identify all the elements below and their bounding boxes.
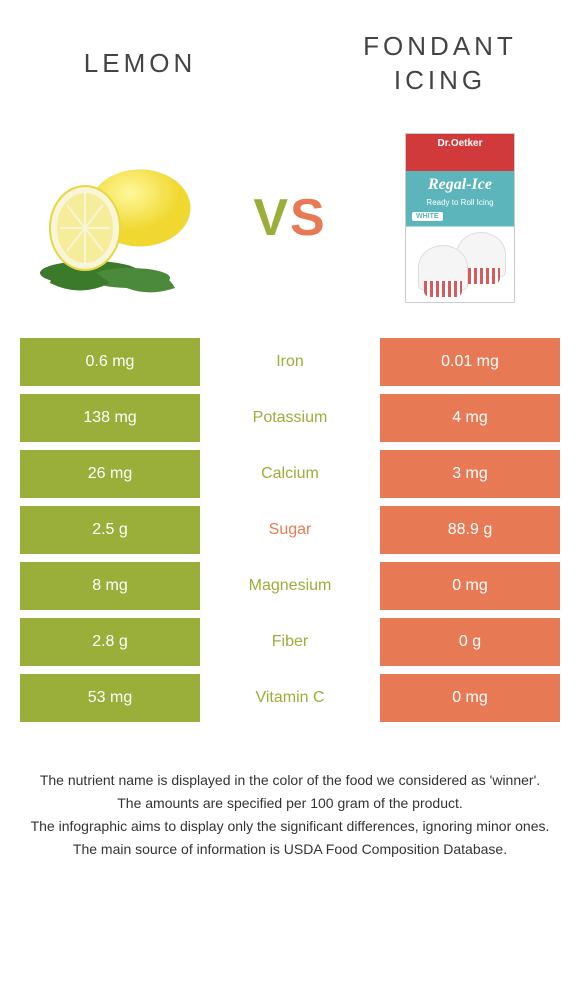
images-row: VS Dr.Oetker Regal-Ice Ready to Roll Ici… (0, 118, 580, 338)
vs-s: S (290, 189, 327, 247)
value-right: 0 g (380, 618, 560, 666)
table-row: 138 mgPotassium4 mg (20, 394, 560, 442)
lemon-icon (35, 133, 205, 303)
footer-line: The nutrient name is displayed in the co… (20, 770, 560, 791)
vs-v: V (253, 189, 290, 247)
footer-line: The amounts are specified per 100 gram o… (20, 793, 560, 814)
nutrient-label: Magnesium (200, 562, 380, 610)
value-right: 4 mg (380, 394, 560, 442)
nutrient-label: Calcium (200, 450, 380, 498)
value-right: 0 mg (380, 674, 560, 722)
fondant-brand: Dr.Oetker (406, 138, 514, 149)
footer-line: The main source of information is USDA F… (20, 839, 560, 860)
value-left: 138 mg (20, 394, 200, 442)
footer-notes: The nutrient name is displayed in the co… (0, 730, 580, 882)
nutrient-label: Fiber (200, 618, 380, 666)
header: Lemon Fondant Icing (0, 0, 580, 118)
nutrient-label: Sugar (200, 506, 380, 554)
vs-label: VS (253, 188, 326, 248)
comparison-table: 0.6 mgIron0.01 mg 138 mgPotassium4 mg 26 m… (0, 338, 580, 722)
fondant-tag: WHITE (412, 212, 443, 221)
fondant-box-icon: Dr.Oetker Regal-Ice Ready to Roll Icing … (405, 133, 515, 303)
value-right: 0.01 mg (380, 338, 560, 386)
value-right: 88.9 g (380, 506, 560, 554)
table-row: 53 mgVitamin C0 mg (20, 674, 560, 722)
nutrient-label: Iron (200, 338, 380, 386)
value-left: 8 mg (20, 562, 200, 610)
footer-line: The infographic aims to display only the… (20, 816, 560, 837)
table-row: 2.5 gSugar88.9 g (20, 506, 560, 554)
value-left: 2.5 g (20, 506, 200, 554)
nutrient-label: Vitamin C (200, 674, 380, 722)
value-left: 26 mg (20, 450, 200, 498)
fondant-title: Regal-Ice (406, 176, 514, 194)
cupcake-icon (418, 245, 468, 290)
fondant-subtitle: Ready to Roll Icing (406, 198, 514, 207)
nutrient-label: Potassium (200, 394, 380, 442)
table-row: 8 mgMagnesium0 mg (20, 562, 560, 610)
value-right: 0 mg (380, 562, 560, 610)
fondant-image: Dr.Oetker Regal-Ice Ready to Roll Icing … (370, 128, 550, 308)
value-left: 2.8 g (20, 618, 200, 666)
value-left: 0.6 mg (20, 338, 200, 386)
value-left: 53 mg (20, 674, 200, 722)
table-row: 26 mgCalcium3 mg (20, 450, 560, 498)
title-right: Fondant Icing (340, 30, 540, 98)
value-right: 3 mg (380, 450, 560, 498)
lemon-image (30, 128, 210, 308)
table-row: 2.8 gFiber0 g (20, 618, 560, 666)
table-row: 0.6 mgIron0.01 mg (20, 338, 560, 386)
title-left: Lemon (40, 48, 240, 79)
